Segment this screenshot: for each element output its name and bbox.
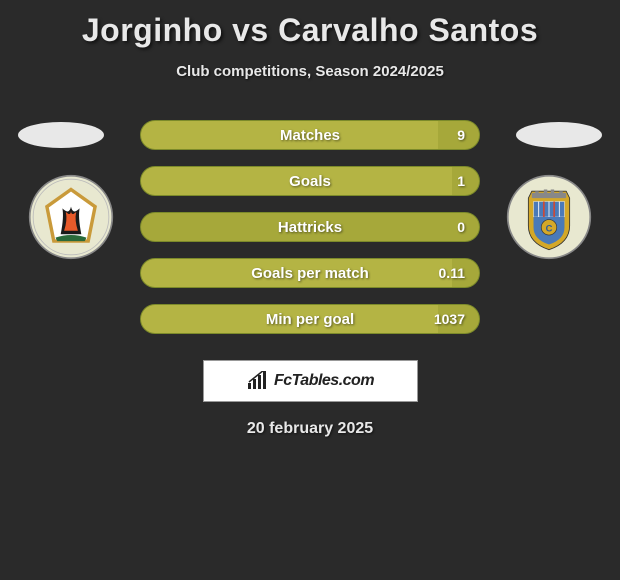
stat-bar: Matches 9 [140,120,480,150]
club-crest-right: C [506,174,592,260]
stat-bar-label: Hattricks [278,219,342,236]
comparison-area: C Matches 9 Goals 1 Hattricks 0 Goals per matc… [0,110,620,350]
stat-bar-value: 1 [457,173,465,189]
page-title: Jorginho vs Carvalho Santos [0,0,620,49]
stat-bar-value: 0 [457,219,465,235]
club-crest-left [28,174,114,260]
stat-bar-value: 1037 [434,311,465,327]
generation-date: 20 february 2025 [0,420,620,438]
stat-bar: Goals 1 [140,166,480,196]
stat-bars: Matches 9 Goals 1 Hattricks 0 Goals per match 0… [140,120,480,350]
stat-bar: Hattricks 0 [140,212,480,242]
stat-bar-label: Min per goal [266,311,354,328]
stat-bar-value: 9 [457,127,465,143]
svg-text:C: C [546,224,553,235]
subtitle: Club competitions, Season 2024/2025 [0,63,620,80]
chart-icon [246,371,270,391]
source-logo: FcTables.com [203,360,418,402]
player-oval-left [18,122,104,148]
stat-bar: Goals per match 0.11 [140,258,480,288]
player-oval-right [516,122,602,148]
source-logo-text: FcTables.com [274,372,374,390]
stat-bar-label: Goals [289,173,331,190]
stat-bar: Min per goal 1037 [140,304,480,334]
stat-bar-label: Matches [280,127,340,144]
stat-bar-label: Goals per match [251,265,369,282]
stat-bar-value: 0.11 [439,265,465,281]
